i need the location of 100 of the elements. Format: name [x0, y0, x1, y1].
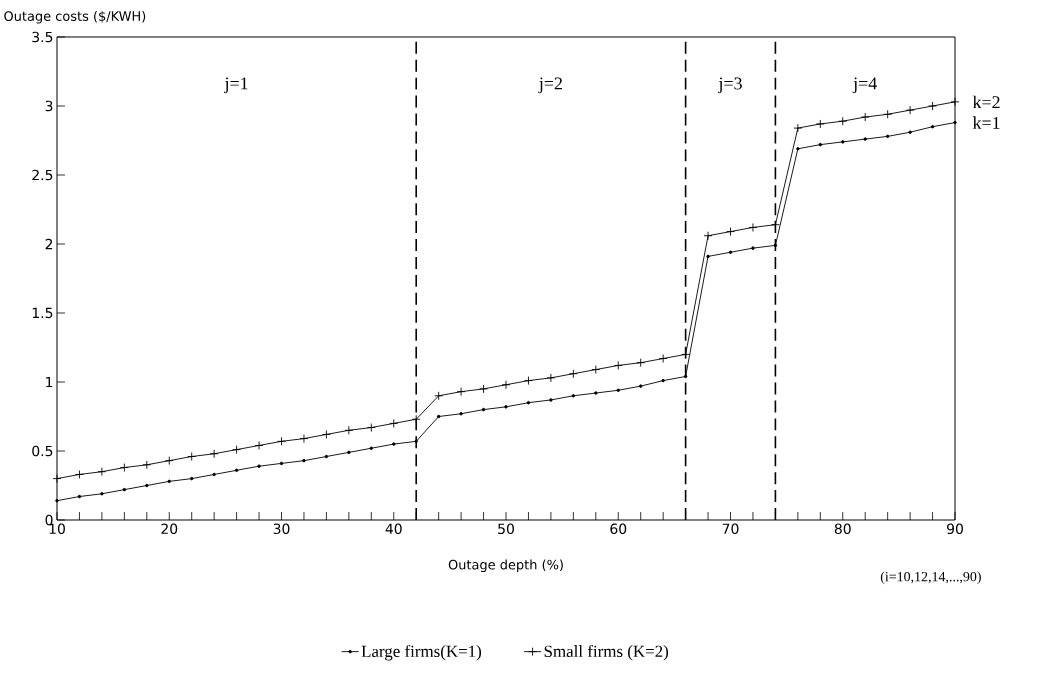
point — [841, 140, 845, 144]
y-tick-label: 1.5 — [32, 307, 53, 319]
point — [189, 476, 194, 481]
point — [324, 454, 329, 459]
point — [347, 450, 351, 455]
point — [279, 461, 284, 466]
point — [546, 373, 556, 383]
annotation: j=1 — [224, 77, 248, 94]
point — [257, 464, 261, 468]
annotation: j=4 — [852, 77, 877, 94]
legend-label: Large firms(K=1) — [361, 644, 482, 661]
point — [479, 384, 488, 394]
point — [703, 231, 713, 241]
point — [504, 405, 508, 409]
point — [411, 414, 421, 424]
text: (i=10,12,14,...,90) — [880, 571, 981, 585]
point — [815, 119, 825, 129]
point — [142, 460, 152, 470]
point — [122, 487, 127, 492]
point — [793, 123, 803, 133]
point — [167, 479, 171, 484]
point — [232, 445, 242, 455]
point — [369, 446, 374, 450]
y-tick-label: 0.5 — [32, 445, 53, 457]
point — [568, 369, 578, 379]
point — [905, 105, 915, 115]
legend-label: Small firms (K=2) — [544, 644, 669, 661]
point — [436, 414, 441, 419]
point — [726, 227, 735, 237]
point — [77, 494, 82, 499]
point — [414, 439, 418, 444]
point — [501, 380, 511, 390]
point — [571, 394, 576, 398]
point — [661, 378, 665, 383]
point — [930, 124, 935, 129]
x-tick-label: 90 — [947, 523, 963, 535]
x-tick-label: 20 — [161, 523, 178, 535]
point — [526, 400, 531, 405]
point — [344, 425, 354, 435]
point — [594, 391, 598, 395]
point — [773, 243, 778, 248]
x-tick-label: 80 — [834, 523, 851, 535]
point — [75, 470, 84, 479]
x-tick-label: 30 — [273, 523, 290, 535]
point — [145, 483, 149, 488]
point — [277, 436, 286, 446]
point — [770, 220, 780, 230]
point — [683, 374, 688, 379]
point — [100, 492, 104, 496]
y-tick-label: 3 — [45, 100, 53, 112]
point — [302, 458, 306, 463]
point — [953, 120, 957, 125]
annotation: j=2 — [538, 77, 562, 94]
point — [456, 387, 466, 397]
point — [392, 442, 396, 446]
point — [616, 388, 620, 393]
point — [97, 467, 107, 477]
point — [209, 449, 219, 459]
point — [613, 361, 623, 370]
point — [389, 418, 399, 428]
point — [908, 130, 912, 134]
point — [885, 134, 890, 139]
annotation: k=2 — [972, 95, 1000, 109]
point — [838, 116, 848, 126]
annotation: j=3 — [717, 77, 742, 94]
point — [321, 430, 331, 439]
point — [863, 137, 867, 141]
point — [254, 441, 264, 450]
y-tick-label: 1 — [46, 376, 53, 388]
point — [212, 472, 216, 477]
point — [638, 384, 643, 388]
y-axis-title: Outage costs ($/KWH) — [4, 10, 146, 24]
point — [366, 423, 376, 432]
point — [119, 463, 129, 472]
point — [748, 223, 758, 232]
point — [234, 468, 239, 473]
point — [728, 250, 733, 255]
point — [796, 147, 800, 151]
y-tick-label: 2.5 — [32, 169, 53, 181]
point — [55, 498, 59, 503]
point — [883, 109, 893, 119]
point — [481, 407, 486, 412]
point — [164, 456, 174, 466]
point — [591, 365, 601, 375]
point — [860, 112, 870, 122]
point — [706, 254, 710, 259]
x-tick-label: 70 — [722, 523, 739, 535]
point — [549, 398, 553, 402]
point — [950, 97, 960, 107]
x-tick-label: 60 — [610, 523, 627, 535]
x-tick-label: 50 — [498, 523, 514, 535]
point — [751, 246, 755, 250]
point — [818, 142, 823, 147]
y-tick-label: 2 — [45, 238, 53, 250]
point — [524, 376, 533, 386]
point — [658, 354, 668, 363]
y-tick-label: 3.5 — [32, 31, 53, 43]
point — [187, 452, 197, 461]
point — [299, 434, 309, 444]
point — [52, 474, 62, 484]
